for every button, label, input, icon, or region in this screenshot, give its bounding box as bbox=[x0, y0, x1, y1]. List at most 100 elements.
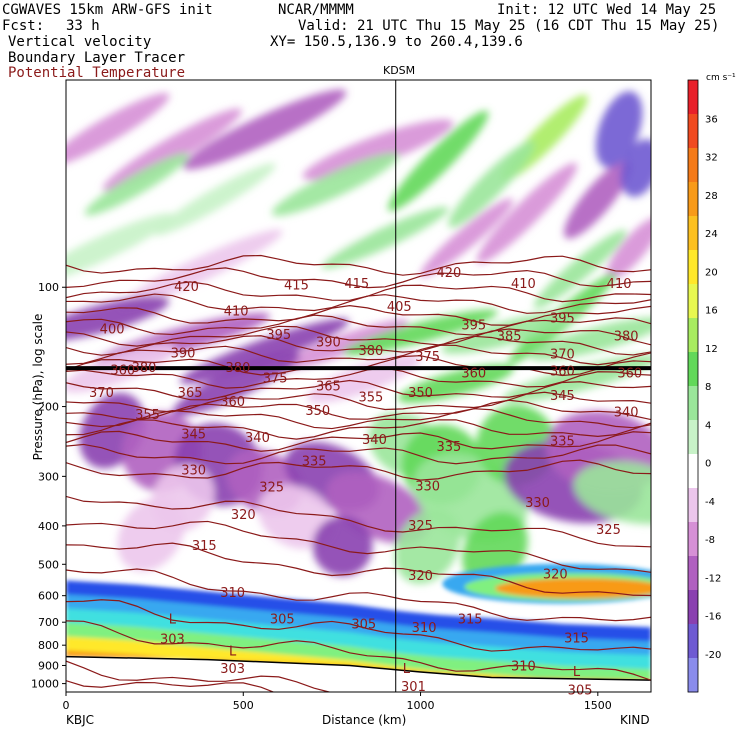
theta-label: 325 bbox=[408, 519, 433, 534]
y-tick-label: 500 bbox=[38, 558, 59, 571]
colorbar-swatch bbox=[688, 556, 698, 591]
cross-section-endpoints: XY= 150.5,136.9 to 260.4,139.6 bbox=[270, 34, 523, 50]
theta-label: 335 bbox=[302, 454, 327, 469]
theta-label: 375 bbox=[263, 372, 288, 387]
colorbar-swatch bbox=[688, 420, 698, 455]
y-tick-label: 600 bbox=[38, 590, 59, 603]
theta-label: 410 bbox=[511, 277, 536, 292]
theta-label: 370 bbox=[550, 348, 575, 363]
theta-label: 415 bbox=[344, 277, 369, 292]
w-cell bbox=[573, 461, 651, 525]
x-tick-label: 500 bbox=[233, 699, 254, 712]
theta-contour-line bbox=[66, 293, 651, 314]
x-tick-label: 1000 bbox=[407, 699, 435, 712]
w-cell bbox=[605, 217, 651, 281]
colorbar: 36 32 28 24 20 16 12 8 4 0 -4 -8 -12 -16 -20 bbox=[687, 79, 721, 693]
w-cell bbox=[66, 296, 170, 342]
colorbar-swatch bbox=[688, 624, 698, 659]
colorbar-swatch bbox=[688, 80, 698, 115]
terrain bbox=[66, 656, 651, 692]
w-cell bbox=[66, 93, 170, 167]
theta-label: 395 bbox=[550, 312, 575, 327]
colorbar-tick-label: 36 bbox=[705, 114, 718, 125]
theta-contour-line bbox=[66, 344, 651, 366]
colorbar-swatch bbox=[688, 488, 698, 523]
theta-contour-line bbox=[66, 443, 651, 465]
theta-contour-line bbox=[66, 254, 651, 276]
theta-contour-line bbox=[66, 495, 651, 548]
colorbar-swatch bbox=[688, 148, 698, 183]
low-marker: L bbox=[229, 645, 237, 660]
colorbar-unit: cm s⁻¹ bbox=[706, 73, 736, 83]
wave-pattern bbox=[66, 89, 651, 588]
vertical-velocity-field bbox=[66, 80, 651, 692]
theta-label: 303 bbox=[220, 662, 245, 677]
colorbar-swatch bbox=[688, 522, 698, 557]
colorbar-swatch bbox=[688, 216, 698, 251]
theta-label: 365 bbox=[316, 380, 341, 395]
theta-label: 330 bbox=[181, 464, 206, 479]
w-cell bbox=[388, 110, 489, 212]
theta-label: 345 bbox=[181, 427, 206, 442]
theta-contour-line bbox=[66, 599, 651, 652]
theta-label: 360 bbox=[617, 366, 642, 381]
theta-label: 310 bbox=[412, 621, 437, 636]
theta-contour-line bbox=[66, 542, 651, 597]
w-cell bbox=[84, 153, 190, 216]
theta-label: 355 bbox=[358, 391, 383, 406]
theta-contour-line bbox=[66, 680, 275, 692]
theta-contour-line bbox=[66, 430, 651, 452]
theta-label: 350 bbox=[305, 404, 330, 419]
theta-contour-line bbox=[66, 379, 651, 401]
w-cell bbox=[397, 364, 515, 403]
init-time: Init: 12 UTC Wed 14 May 25 bbox=[497, 2, 717, 18]
theta-label: 305 bbox=[568, 683, 593, 698]
theta-label: 310 bbox=[511, 659, 536, 674]
colorbar-tick-label: 24 bbox=[705, 229, 718, 240]
colorbar-tick-label: -8 bbox=[705, 535, 715, 546]
theta-label: 315 bbox=[192, 539, 217, 554]
theta-label: 380 bbox=[132, 361, 157, 376]
theta-label: 320 bbox=[408, 569, 433, 584]
colorbar-frame bbox=[687, 79, 699, 693]
theta-label: 390 bbox=[171, 347, 196, 362]
forecast-hour-value: 33 h bbox=[66, 18, 100, 34]
w-cell bbox=[302, 119, 454, 181]
x-axis-title: Distance (km) bbox=[322, 713, 407, 727]
theta-label: 420 bbox=[436, 266, 461, 281]
theta-label: 355 bbox=[135, 408, 160, 423]
y-tick-label: 1000 bbox=[31, 678, 59, 691]
theta-label: 400 bbox=[100, 323, 125, 338]
source-label: NCAR/MMMM bbox=[278, 2, 354, 18]
theta-label: 320 bbox=[543, 567, 568, 582]
low-marker: L bbox=[573, 665, 581, 680]
w-cell bbox=[563, 159, 632, 239]
theta-contour-line bbox=[66, 620, 651, 681]
w-cell bbox=[276, 319, 409, 371]
theta-label: 380 bbox=[226, 361, 251, 376]
x-tick-label: 0 bbox=[63, 699, 70, 712]
theta-contour-line bbox=[66, 419, 651, 440]
w-cell bbox=[448, 141, 535, 228]
theta-label: 360 bbox=[220, 395, 245, 410]
theta-label: 390 bbox=[316, 336, 341, 351]
theta-label: 380 bbox=[614, 329, 639, 344]
theta-labels: 420 415 415 420 410 410 400 410 405 395 395 395 390 3… bbox=[89, 266, 642, 698]
theta-label: 370 bbox=[89, 386, 114, 401]
model-title: CGWAVES 15km ARW-GFS init bbox=[2, 2, 213, 18]
theta-label: 301 bbox=[401, 680, 426, 695]
theta-contour-line bbox=[66, 459, 651, 481]
theta-label: 340 bbox=[245, 431, 270, 446]
theta-contour-line bbox=[66, 325, 651, 347]
theta-label: 303 bbox=[160, 633, 185, 648]
colorbar-swatch bbox=[688, 284, 698, 319]
theta-label: 340 bbox=[362, 433, 387, 448]
theta-contour-line bbox=[66, 335, 651, 356]
colorbar-swatch bbox=[688, 352, 698, 387]
colorbar-swatch bbox=[688, 318, 698, 353]
colorbar-swatch bbox=[688, 386, 698, 421]
colorbar-tick-label: 8 bbox=[705, 382, 711, 393]
theta-label: 330 bbox=[415, 479, 440, 494]
colorbar-tick-label: 4 bbox=[705, 420, 711, 431]
